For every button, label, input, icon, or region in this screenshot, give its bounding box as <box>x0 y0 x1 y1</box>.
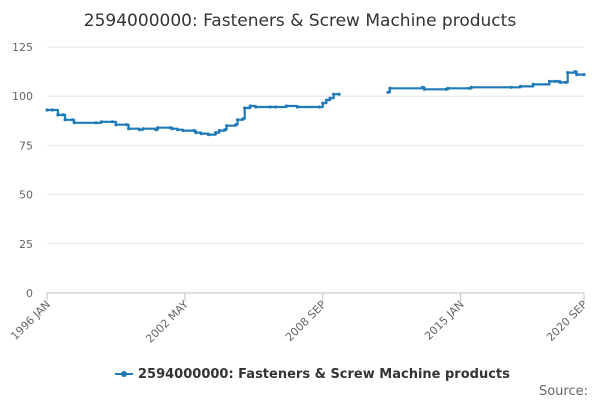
data-point <box>170 127 174 131</box>
data-point <box>558 80 563 84</box>
data-point <box>295 105 299 109</box>
data-point <box>553 79 557 83</box>
data-point <box>70 118 74 122</box>
data-point <box>181 129 185 133</box>
x-tick-label: 2008 SEP <box>283 298 329 344</box>
y-tick-label: 50 <box>19 189 33 202</box>
data-point <box>324 98 328 102</box>
data-point <box>114 123 118 127</box>
data-point <box>274 105 278 109</box>
data-point <box>582 73 586 77</box>
legend-label: 2594000000: Fasteners & Screw Machine pr… <box>138 367 510 382</box>
data-point <box>72 121 76 125</box>
data-point <box>127 127 131 131</box>
data-point <box>337 92 341 96</box>
y-tick-label: 25 <box>19 238 33 251</box>
y-axis: 0 25 50 75 100 125 <box>12 41 33 300</box>
series-layer <box>45 70 586 137</box>
data-point <box>137 128 142 132</box>
data-point <box>564 80 568 84</box>
data-point <box>156 126 160 130</box>
legend-swatch-marker <box>121 371 127 377</box>
data-point <box>321 101 325 105</box>
x-tick-label: 2015 JAN <box>422 298 467 343</box>
data-point <box>176 128 180 132</box>
x-tick-label: 1996 JAN <box>8 298 53 343</box>
data-point <box>125 123 129 127</box>
data-point <box>45 108 49 112</box>
x-tick-label: 2002 MAY <box>143 298 191 346</box>
data-point <box>217 129 221 133</box>
data-point <box>509 85 513 89</box>
data-point <box>469 85 474 89</box>
data-point <box>248 104 252 108</box>
data-point <box>110 120 114 124</box>
data-point <box>56 113 60 117</box>
data-point <box>446 86 450 90</box>
data-point <box>268 105 272 109</box>
x-tick-label: 2020 SEP <box>544 298 590 344</box>
y-tick-label: 75 <box>19 139 33 152</box>
data-point <box>192 129 196 133</box>
data-point <box>328 96 332 100</box>
data-point <box>141 127 145 131</box>
data-point <box>566 71 570 75</box>
data-point <box>241 117 245 121</box>
data-point <box>531 82 535 86</box>
data-point <box>575 73 579 77</box>
data-point <box>420 85 425 89</box>
data-point <box>94 121 98 125</box>
gridlines <box>47 46 584 294</box>
data-point <box>214 131 218 135</box>
data-point <box>254 105 258 109</box>
chart-title: 2594000000: Fasteners & Screw Machine pr… <box>84 11 517 31</box>
data-point <box>332 92 336 96</box>
source-label: Source: <box>539 384 588 399</box>
data-point <box>63 118 67 122</box>
legend[interactable]: 2594000000: Fasteners & Screw Machine pr… <box>115 367 510 382</box>
data-point <box>422 87 426 91</box>
data-point <box>388 86 392 90</box>
data-point <box>50 108 55 112</box>
data-point <box>225 124 229 128</box>
data-point <box>235 118 240 122</box>
data-point <box>386 90 390 94</box>
data-point <box>99 120 103 124</box>
series-line <box>47 93 340 136</box>
x-axis: 1996 JAN 2002 MAY 2008 SEP 2015 JAN 2020 SEP <box>8 293 590 346</box>
y-tick-label: 100 <box>12 90 33 103</box>
data-point <box>547 79 552 83</box>
data-point <box>518 84 523 88</box>
data-point <box>243 106 247 110</box>
y-tick-label: 0 <box>26 287 33 300</box>
data-point <box>284 104 289 108</box>
data-point <box>317 105 321 109</box>
data-point <box>223 128 227 132</box>
data-point <box>61 113 65 117</box>
y-tick-label: 125 <box>12 41 33 54</box>
series-line <box>388 70 584 94</box>
data-point <box>573 70 577 74</box>
data-point <box>199 132 203 136</box>
data-point <box>234 123 238 127</box>
data-point <box>194 131 198 135</box>
data-point <box>206 133 211 137</box>
